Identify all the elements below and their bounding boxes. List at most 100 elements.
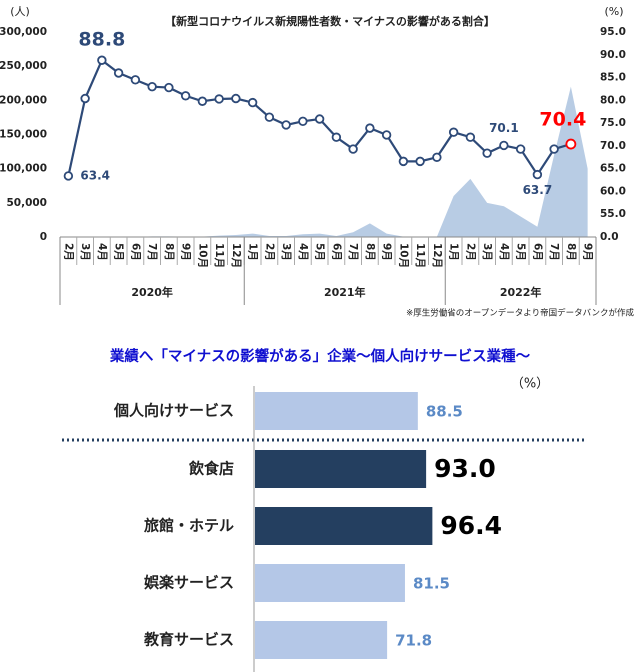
point: [130, 75, 141, 85]
point: [180, 91, 191, 101]
y2-tick-label: 55.0: [600, 208, 626, 220]
x-tick-label: 12月: [230, 243, 242, 268]
bar-title: 業績へ「マイナスの影響がある」企業～個人向けサービス業種～: [109, 347, 531, 365]
point: [197, 96, 208, 106]
point: [113, 68, 124, 78]
point: [164, 82, 174, 93]
point: [281, 120, 291, 130]
category-label: 旅館・ホテル: [144, 517, 234, 535]
year-label: 2022年: [500, 285, 542, 299]
point: [465, 132, 476, 142]
y2-tick-label: 90.0: [600, 49, 626, 61]
point: [147, 81, 157, 92]
point: [348, 144, 358, 154]
y2-tick-label: 80.0: [600, 94, 626, 106]
x-tick-label: 3月: [481, 243, 493, 261]
bar-unit: （%）: [511, 377, 549, 392]
x-tick-label: 6月: [531, 243, 543, 261]
y-unit: (人): [10, 5, 30, 18]
y2-tick-label: 60.0: [600, 185, 626, 197]
x-tick-label: 6月: [129, 243, 141, 261]
y2-tick-label: 65.0: [600, 163, 626, 175]
year-label: 2021年: [324, 285, 366, 299]
x-tick-label: 3月: [280, 243, 292, 261]
x-tick-label: 3月: [79, 243, 91, 261]
chart-title: 【新型コロナウイルス新規陽性者数・マイナスの影響がある割合】: [165, 14, 495, 28]
value-label: 88.5: [426, 403, 463, 421]
x-tick-label: 5月: [113, 243, 125, 261]
x-tick-label: 7月: [146, 243, 158, 261]
y-tick-label: 100,000: [0, 163, 47, 175]
y2-unit: (%): [604, 5, 623, 18]
x-tick-label: 9月: [381, 243, 393, 261]
x-tick-label: 8月: [565, 243, 577, 261]
point: [365, 123, 375, 133]
x-tick-label: 1月: [448, 243, 460, 261]
y2-tick-label: 75.0: [600, 117, 626, 129]
y-tick-label: 0: [40, 231, 47, 243]
x-tick-label: 7月: [347, 243, 359, 261]
x-tick-label: 4月: [297, 243, 309, 261]
bar: [255, 507, 433, 545]
data-label: 63.4: [80, 168, 110, 182]
x-tick-label: 11月: [414, 243, 426, 268]
x-tick-label: 12月: [431, 243, 443, 268]
x-tick-label: 10月: [397, 243, 409, 268]
point: [298, 116, 308, 126]
point: [97, 55, 107, 65]
x-tick-label: 8月: [364, 243, 376, 261]
point: [231, 93, 241, 104]
y-tick-label: 200,000: [0, 94, 47, 106]
y2-tick-label: 70.0: [600, 140, 626, 152]
category-label: 娯楽サービス: [144, 574, 234, 592]
x-tick-label: 5月: [314, 243, 326, 261]
y-tick-label: 250,000: [0, 60, 47, 72]
y-tick-label: 150,000: [0, 129, 47, 141]
value-label: 71.8: [395, 632, 432, 650]
category-label: 個人向けサービス: [113, 402, 234, 420]
x-tick-label: 2月: [263, 243, 275, 261]
x-tick-label: 5月: [515, 243, 527, 261]
x-tick-label: 6月: [330, 243, 342, 261]
year-label: 2020年: [131, 285, 173, 299]
bar: [255, 621, 388, 659]
point: [80, 93, 90, 104]
data-label: 88.8: [78, 29, 125, 51]
y2-tick-label: 85.0: [600, 72, 626, 84]
source-note: ※厚生労働省のオープンデータより帝国データバンクが作成: [406, 308, 634, 319]
x-tick-label: 9月: [180, 243, 192, 261]
y2-tick-label: 95.0: [600, 26, 626, 38]
point: [515, 144, 526, 154]
x-tick-label: 4月: [498, 243, 510, 261]
point: [247, 97, 258, 108]
point: [565, 138, 577, 150]
point: [448, 127, 459, 137]
x-tick-label: 2月: [62, 243, 74, 261]
x-tick-label: 7月: [548, 243, 560, 261]
category-label: 飲食店: [188, 460, 234, 478]
x-tick-label: 1月: [247, 243, 259, 261]
value-label: 81.5: [413, 575, 450, 593]
value-label: 93.0: [434, 454, 496, 483]
point: [214, 94, 224, 104]
y-tick-label: 300,000: [0, 26, 47, 38]
point: [432, 152, 442, 162]
point: [314, 114, 325, 124]
data-label: 63.7: [523, 183, 553, 197]
point: [381, 130, 392, 140]
x-tick-label: 11月: [213, 243, 225, 268]
point: [264, 112, 275, 122]
value-label: 96.4: [440, 511, 502, 540]
point: [532, 169, 543, 180]
point: [499, 140, 509, 151]
x-tick-label: 4月: [96, 243, 108, 261]
point: [482, 148, 492, 158]
point: [549, 144, 559, 154]
x-tick-label: 10月: [196, 243, 208, 268]
point: [398, 156, 409, 167]
point: [415, 156, 425, 167]
category-label: 教育サービス: [143, 631, 234, 649]
data-label: 70.4: [539, 109, 586, 131]
data-label: 70.1: [489, 121, 519, 135]
